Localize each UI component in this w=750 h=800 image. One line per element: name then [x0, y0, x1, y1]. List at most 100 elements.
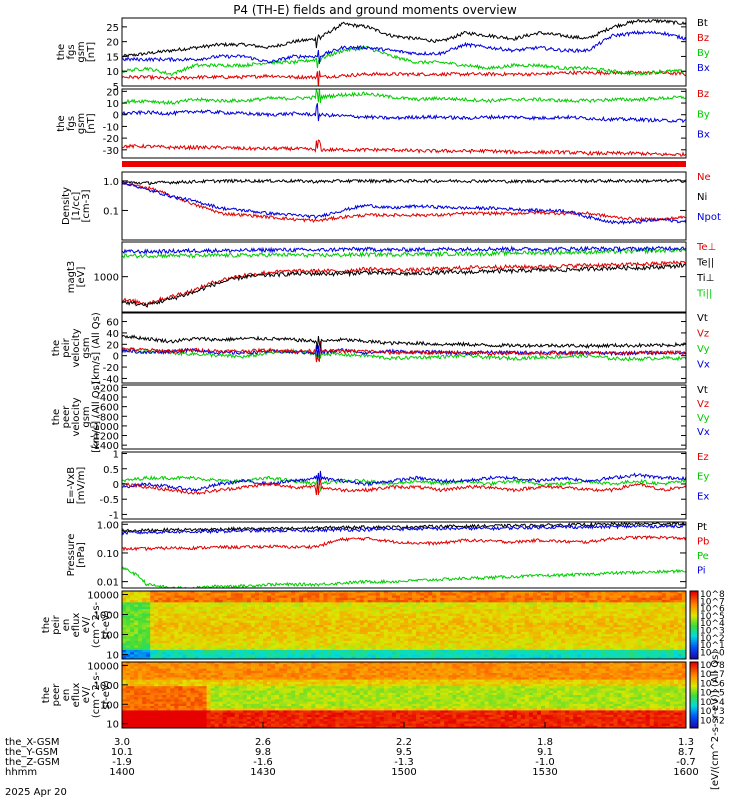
heatmap-cell [661, 631, 667, 635]
heatmap-cell [637, 600, 643, 603]
heatmap-cell [540, 656, 546, 660]
heatmap-cell [182, 634, 187, 637]
heatmap-cell [226, 627, 232, 630]
heatmap-cell [287, 611, 292, 615]
heatmap-cell [138, 627, 143, 630]
heatmap-cell [242, 629, 248, 633]
heatmap-cell [424, 604, 429, 608]
heatmap-cell [524, 652, 530, 655]
heatmap-cell [218, 606, 224, 610]
heatmap-cell [319, 652, 324, 655]
heatmap-cell [661, 615, 667, 619]
heatmap-cell [162, 701, 167, 705]
heatmap-cell [577, 636, 582, 639]
heatmap-cell [258, 613, 264, 617]
heatmap-cell [126, 640, 131, 644]
heatmap-cell [134, 706, 139, 709]
heatmap-cell [383, 604, 389, 608]
heatmap-cell [436, 652, 441, 655]
heatmap-cell [436, 643, 441, 646]
heatmap-cell [379, 613, 385, 617]
heatmap-cell [214, 591, 220, 594]
heatmap-cell [593, 606, 598, 610]
heatmap-cell [540, 631, 546, 635]
heatmap-cell [669, 622, 675, 626]
heatmap-cell [142, 725, 147, 729]
heatmap-cell [593, 634, 598, 637]
heatmap-cell [673, 622, 679, 626]
heatmap-cell [508, 595, 514, 599]
heatmap-cell [142, 706, 147, 709]
heatmap-cell [383, 631, 389, 635]
heatmap-cell [331, 600, 336, 603]
heatmap-cell [649, 595, 655, 599]
heatmap-cell [536, 640, 542, 644]
panel-separator [122, 161, 686, 167]
heatmap-cell [174, 723, 179, 727]
heatmap-cell [557, 611, 562, 615]
heatmap-cell [629, 611, 635, 615]
heatmap-cell [657, 600, 663, 603]
heatmap-cell [609, 647, 614, 651]
heatmap-cell [307, 613, 312, 617]
heatmap-cell [142, 654, 147, 658]
heatmap-cell [267, 634, 272, 637]
heatmap-cell [508, 591, 514, 594]
heatmap-cell [428, 649, 433, 653]
heatmap-cell [665, 620, 671, 624]
heatmap-cell [162, 692, 167, 696]
heatmap-cell [633, 634, 639, 637]
heatmap-cell [315, 656, 320, 660]
heatmap-cell [327, 638, 332, 642]
heatmap-cell [271, 654, 276, 658]
heatmap-cell [649, 645, 655, 649]
heatmap-cell [424, 627, 429, 630]
heatmap-cell [182, 690, 187, 694]
heatmap-cell [412, 652, 417, 655]
heatmap-cell [263, 591, 268, 594]
heatmap-cell [669, 636, 675, 639]
heatmap-cell [645, 609, 651, 612]
heatmap-cell [653, 600, 659, 603]
heatmap-cell [371, 627, 377, 630]
heatmap-cell [508, 645, 514, 649]
heatmap-cell [226, 604, 232, 608]
heatmap-cell [287, 620, 292, 624]
heatmap-cell [138, 629, 143, 633]
heatmap-cell [637, 609, 643, 612]
heatmap-cell [464, 615, 469, 619]
heatmap-cell [476, 604, 481, 608]
heatmap-cell [279, 638, 284, 642]
heatmap-cell [355, 600, 361, 603]
heatmap-cell [327, 613, 332, 617]
heatmap-cell [371, 631, 377, 635]
heatmap-cell [371, 634, 377, 637]
heatmap-cell [395, 638, 401, 642]
heatmap-cell [669, 647, 675, 651]
heatmap-cell [202, 618, 207, 621]
heatmap-cell [532, 595, 538, 599]
legend-label: Vz [697, 399, 709, 410]
colorbar-cell [690, 647, 698, 650]
heatmap-cell [351, 645, 357, 649]
heatmap-cell [593, 618, 598, 621]
heatmap-cell [601, 629, 606, 633]
heatmap-cell [520, 604, 526, 608]
heatmap-cell [359, 636, 365, 639]
heatmap-cell [166, 695, 171, 698]
heatmap-cell [577, 629, 582, 633]
heatmap-cell [581, 654, 586, 658]
heatmap-cell [661, 602, 667, 605]
heatmap-cell [383, 602, 389, 605]
heatmap-cell [367, 652, 373, 655]
heatmap-cell [508, 649, 514, 653]
heatmap-cell [303, 602, 308, 605]
heatmap-cell [142, 684, 147, 687]
heatmap-cell [573, 593, 578, 596]
heatmap-cell [234, 595, 240, 599]
colorbar-cell [690, 653, 698, 657]
heatmap-cell [166, 631, 171, 635]
heatmap-cell [347, 640, 353, 644]
heatmap-cell [335, 636, 340, 639]
heatmap-cell [669, 629, 675, 633]
